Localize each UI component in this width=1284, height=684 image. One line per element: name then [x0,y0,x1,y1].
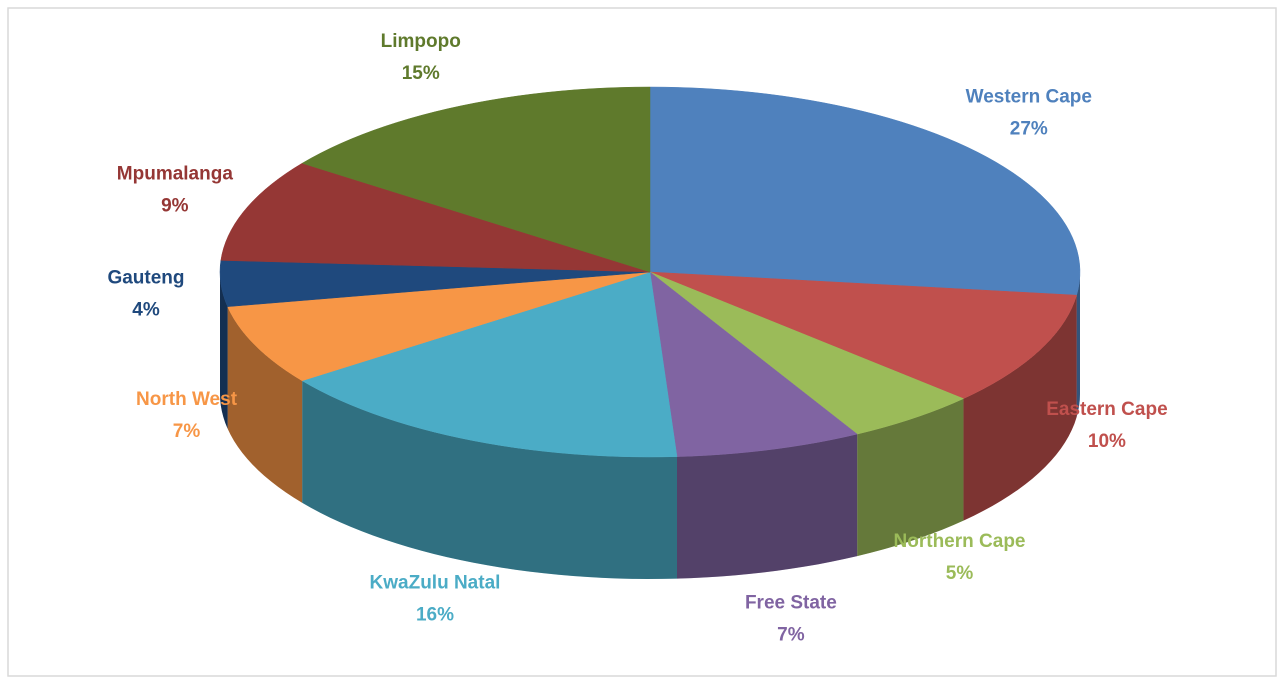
slice-side [676,434,858,579]
value-label: 5% [946,563,974,584]
category-label: Limpopo [381,31,461,52]
category-label: North West [136,389,238,410]
category-label: Mpumalanga [117,164,234,185]
category-label: Free State [745,593,837,614]
side-shade [963,295,1077,521]
side-shade [857,398,964,557]
value-label: 27% [1010,118,1048,139]
slice-side [220,272,228,429]
value-label: 16% [416,605,454,626]
side-shade [676,434,858,579]
value-label: 7% [173,421,201,442]
value-label: 4% [132,300,160,321]
value-label: 10% [1088,431,1126,452]
side-shade [227,306,303,503]
slice-side [1076,272,1080,418]
slice-side [857,398,964,557]
value-label: 15% [402,63,440,84]
side-shade [220,272,228,429]
slice-side [302,380,677,579]
slice [649,86,1081,296]
slice [649,271,858,457]
category-label: KwaZulu Natal [370,573,501,594]
slice [227,271,651,382]
slice [649,271,965,435]
category-label: Eastern Cape [1046,399,1167,420]
slice [301,271,678,458]
slice-side [227,306,303,503]
side-shade [302,380,677,579]
category-label: Gauteng [107,268,184,289]
slice [220,162,651,273]
value-label: 7% [777,625,805,646]
category-label: Northern Cape [894,531,1026,552]
side-shade [1076,272,1080,418]
slice [649,271,1077,399]
slice [301,86,651,273]
slice-side [963,295,1077,521]
category-label: Western Cape [966,86,1092,107]
slice [219,260,651,307]
value-label: 9% [161,196,189,217]
